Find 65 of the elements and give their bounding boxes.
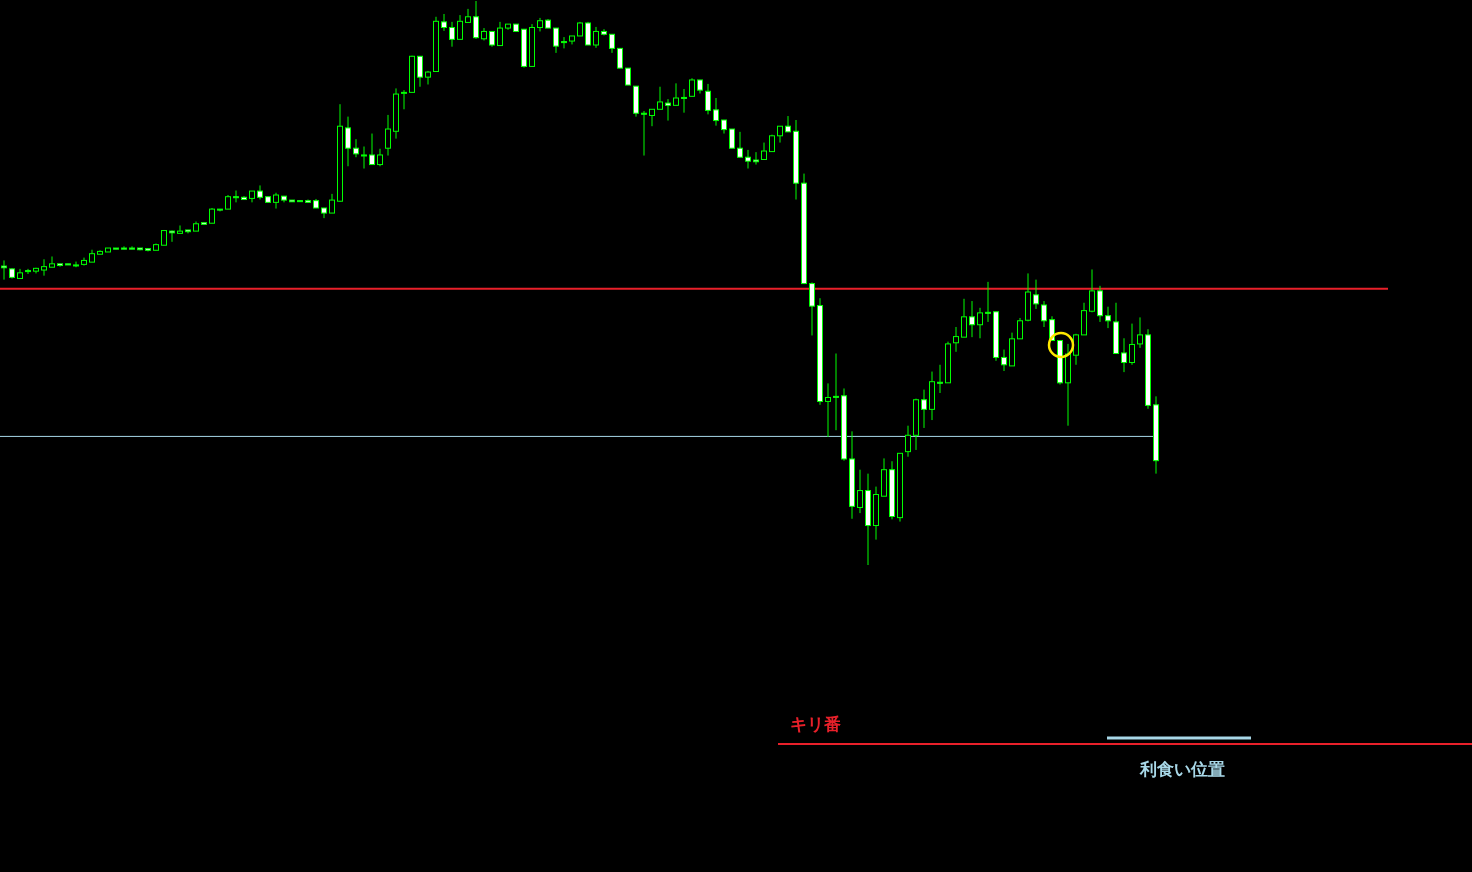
candlestick <box>609 33 615 54</box>
candlestick <box>921 389 927 429</box>
candlestick <box>329 193 335 214</box>
candlestick <box>369 133 375 166</box>
candlestick <box>1001 349 1007 372</box>
candlestick <box>41 258 47 277</box>
candlestick <box>169 230 175 243</box>
candlestick <box>353 138 359 158</box>
candlestick <box>473 0 479 40</box>
candlestick <box>385 114 391 157</box>
candlestick <box>497 21 503 47</box>
candlestick <box>1073 333 1079 366</box>
candlestick <box>681 88 687 114</box>
candlestick <box>657 86 663 110</box>
candlestick <box>401 89 407 110</box>
candlestick <box>857 469 863 514</box>
candlestick <box>665 98 671 122</box>
ref-line-label: 利食い位置 <box>1138 759 1225 779</box>
candlestick <box>257 184 263 201</box>
candlestick <box>49 255 55 268</box>
candlestick <box>1033 279 1039 310</box>
candlestick <box>689 77 695 97</box>
candlestick <box>417 55 423 88</box>
candlestick <box>1089 268 1095 313</box>
candlestick <box>729 128 735 149</box>
candlestick <box>1 259 7 281</box>
candlestick <box>361 146 367 170</box>
candlestick <box>937 364 943 394</box>
candlestick <box>441 13 447 32</box>
candlestick <box>905 425 911 458</box>
candlestick <box>1129 323 1135 366</box>
candlestick <box>553 27 559 54</box>
candlestick <box>641 110 647 157</box>
candlestick <box>705 83 711 115</box>
candlestick <box>1121 337 1127 373</box>
candlestick <box>25 268 31 275</box>
candlestick <box>457 14 463 40</box>
candlestick <box>449 21 455 48</box>
candlestick <box>809 281 815 336</box>
candlestick <box>953 326 959 353</box>
candlestick <box>753 151 759 166</box>
ref-line-label: キリ番 <box>790 714 841 734</box>
candlestick <box>825 382 831 438</box>
candlestick <box>345 116 351 167</box>
candlestick <box>785 115 791 133</box>
candlestick <box>465 8 471 23</box>
candlestick <box>561 36 567 49</box>
candlestick <box>985 281 991 323</box>
candlestick <box>833 353 839 431</box>
candlestick <box>737 131 743 158</box>
candlestick <box>233 190 239 203</box>
candlestick <box>177 224 183 234</box>
candlestick <box>593 26 599 49</box>
candlestick <box>713 97 719 127</box>
candlestick <box>969 300 975 338</box>
candlestick <box>1017 317 1023 340</box>
candlestick <box>1137 316 1143 349</box>
candlestick <box>617 47 623 69</box>
candlestick <box>961 298 967 338</box>
candlestick <box>1041 300 1047 328</box>
candlestick <box>673 82 679 106</box>
candlestick <box>745 149 751 170</box>
candlestick <box>1105 306 1111 329</box>
candlestick <box>977 307 983 339</box>
candlestick <box>649 108 655 127</box>
